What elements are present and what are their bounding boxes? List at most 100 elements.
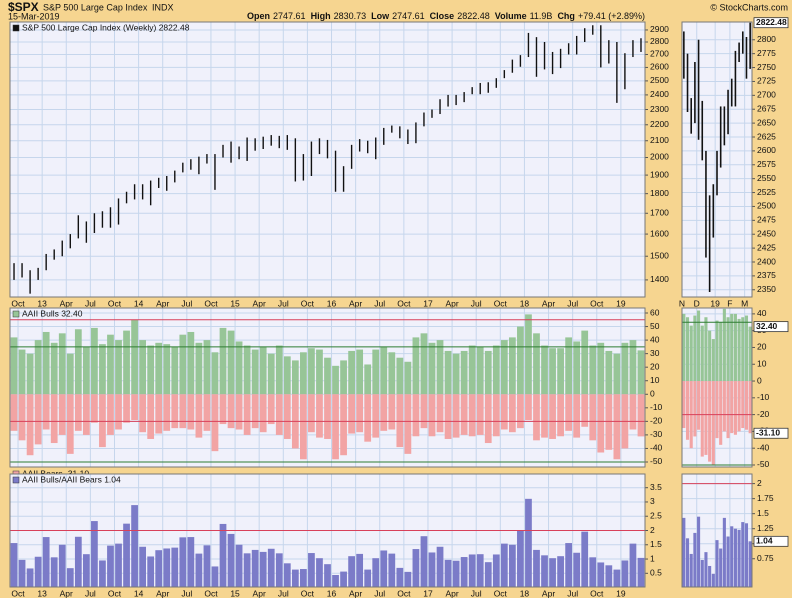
bar: [332, 575, 339, 587]
y-tick-label: 30: [650, 348, 660, 358]
bar: [251, 549, 259, 587]
bar: [171, 394, 179, 429]
bar: [700, 325, 704, 382]
bar: [227, 394, 235, 429]
bar: [436, 546, 444, 587]
bar: [155, 550, 163, 587]
quote-label: Chg: [557, 11, 575, 21]
bar: [730, 526, 734, 587]
x-tick-label: Jul: [278, 588, 289, 598]
last-value-label: 1.04: [756, 536, 773, 546]
bar: [719, 322, 723, 382]
panel-border: [9, 307, 646, 468]
x-tick-label: Jul: [471, 298, 482, 308]
bar: [525, 394, 532, 421]
bar: [123, 523, 130, 587]
y-tick-label: 2700: [650, 49, 669, 59]
bar: [99, 560, 106, 587]
bar: [147, 556, 155, 587]
symbol: $SPX: [8, 0, 39, 14]
bar: [42, 394, 50, 430]
bar: [34, 394, 42, 445]
bar: [364, 394, 372, 442]
bar: [66, 353, 74, 395]
x-tick-label: Apr: [156, 588, 169, 598]
bar: [356, 394, 364, 433]
bar: [348, 350, 355, 395]
panel-border: [681, 21, 753, 298]
quote-value: 11.9B: [530, 11, 553, 21]
y-tick-label: 0.5: [650, 568, 662, 578]
bar: [541, 345, 548, 395]
x-tick-label: Oct: [301, 298, 315, 308]
bar: [82, 346, 90, 395]
quote-label: Open: [247, 11, 270, 21]
bar: [58, 544, 66, 587]
y-tick-label: 2750: [757, 62, 776, 72]
bar: [726, 536, 730, 587]
bar: [74, 329, 82, 395]
last-value-box: [753, 321, 789, 333]
bar: [637, 394, 645, 437]
panel-border: [9, 473, 646, 588]
bar: [91, 327, 98, 395]
bar: [697, 516, 701, 587]
bar: [187, 394, 195, 430]
bar: [715, 381, 719, 439]
bar: [34, 340, 42, 395]
y-tick-label: 1700: [650, 208, 669, 218]
bar: [147, 345, 155, 395]
quote: Open 2747.61 High 2830.73 Low 2747.61 Close 282…: [247, 11, 645, 21]
bar: [557, 348, 564, 395]
bar: [704, 552, 708, 587]
bar: [195, 342, 203, 395]
bar: [428, 342, 436, 395]
bar: [715, 540, 719, 587]
bar: [517, 394, 524, 429]
bar: [324, 357, 331, 395]
y-tick-label: 2800: [757, 34, 776, 44]
bar: [460, 557, 468, 587]
y-tick-label: 2400: [650, 89, 669, 99]
bar: [235, 544, 243, 587]
x-tick-label: 15: [230, 588, 240, 598]
bar: [58, 333, 66, 395]
y-tick-label: 1.5: [650, 539, 662, 549]
bar: [364, 364, 372, 395]
x-tick-label: Oct: [204, 588, 218, 598]
last-value-box: [753, 17, 789, 29]
y-tick-label: -50: [650, 456, 663, 466]
bar: [517, 530, 524, 587]
x-tick-label: Jul: [374, 588, 385, 598]
x-tick-label: Apr: [60, 588, 73, 598]
bar: [693, 381, 697, 437]
bar: [179, 537, 187, 587]
bar: [597, 394, 605, 453]
x-tick-label: Apr: [542, 298, 555, 308]
y-tick-label: 2350: [757, 284, 776, 294]
bar: [460, 394, 468, 435]
y-tick-label: 2: [650, 525, 655, 535]
bar: [203, 340, 211, 395]
bar: [581, 394, 589, 427]
panel-border: [9, 21, 646, 298]
bar: [308, 394, 315, 433]
bar: [155, 342, 163, 395]
bar: [348, 556, 355, 587]
y-tick-label: -40: [757, 442, 770, 452]
bar: [356, 349, 364, 395]
bar: [581, 531, 589, 587]
x-tick-label: Apr: [253, 298, 266, 308]
x-tick-label: F: [727, 298, 732, 308]
bar: [468, 394, 476, 437]
bar: [565, 337, 573, 395]
bar: [10, 337, 18, 395]
bar: [275, 394, 283, 435]
x-tick-label: 16: [327, 298, 337, 308]
bar: [730, 313, 734, 382]
bar: [99, 344, 106, 395]
y-tick-label: 1800: [650, 188, 669, 198]
x-tick-label: 18: [520, 298, 530, 308]
bar: [66, 394, 74, 454]
